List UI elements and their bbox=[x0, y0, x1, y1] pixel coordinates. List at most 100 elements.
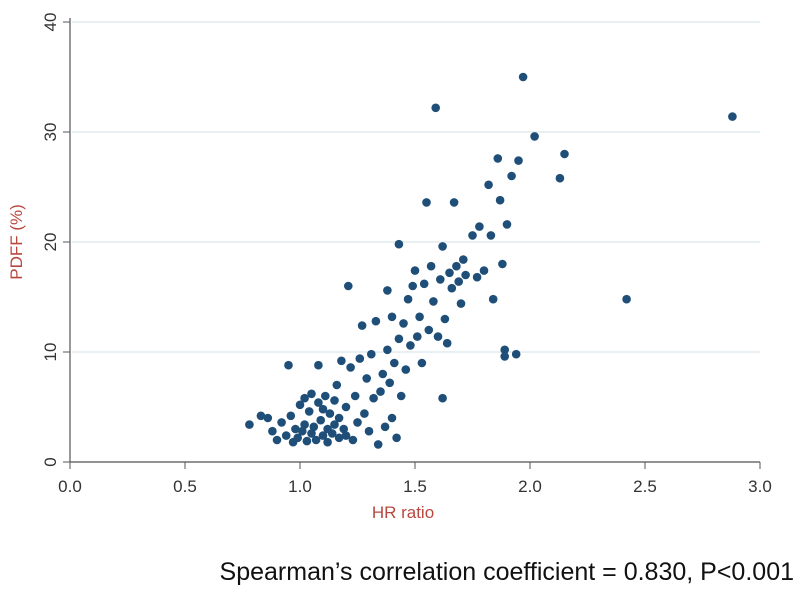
data-point bbox=[300, 393, 309, 403]
data-point bbox=[502, 220, 512, 229]
data-point bbox=[376, 387, 385, 396]
data-point bbox=[339, 424, 349, 434]
data-point bbox=[346, 363, 355, 372]
data-point bbox=[245, 420, 254, 429]
y-tick-label: 40 bbox=[41, 13, 60, 32]
data-point bbox=[422, 198, 431, 207]
x-tick-label: 2.5 bbox=[633, 477, 657, 496]
data-point bbox=[291, 424, 300, 434]
x-tick-label: 3.0 bbox=[748, 477, 772, 496]
data-point bbox=[431, 103, 441, 113]
data-point bbox=[373, 440, 383, 449]
data-point bbox=[410, 266, 420, 275]
data-point bbox=[327, 429, 337, 438]
x-tick-label: 1.5 bbox=[403, 477, 427, 496]
data-point bbox=[429, 297, 438, 306]
data-point bbox=[500, 352, 510, 361]
y-tick-label: 30 bbox=[41, 123, 60, 142]
data-point bbox=[268, 426, 277, 436]
data-point bbox=[302, 436, 312, 446]
data-point bbox=[307, 429, 316, 438]
data-point bbox=[438, 242, 447, 251]
data-point bbox=[475, 222, 484, 231]
data-point bbox=[488, 294, 498, 304]
data-point bbox=[318, 404, 328, 414]
data-point bbox=[314, 360, 323, 370]
data-point bbox=[484, 180, 493, 190]
data-point bbox=[272, 435, 282, 445]
data-point bbox=[518, 72, 528, 82]
data-point bbox=[385, 378, 395, 388]
data-point bbox=[362, 374, 372, 383]
data-point bbox=[332, 380, 342, 390]
data-point bbox=[371, 316, 381, 326]
data-point bbox=[309, 422, 319, 432]
x-axis-label: HR ratio bbox=[372, 503, 434, 522]
data-point bbox=[495, 195, 505, 205]
data-point bbox=[330, 420, 339, 429]
data-point bbox=[560, 149, 569, 159]
data-point bbox=[442, 338, 452, 348]
y-axis-label: PDFF (%) bbox=[7, 204, 26, 280]
data-point bbox=[263, 413, 273, 423]
data-point bbox=[357, 321, 367, 330]
data-point bbox=[323, 437, 332, 447]
data-point bbox=[415, 312, 424, 322]
data-point bbox=[330, 396, 339, 405]
data-point bbox=[293, 433, 303, 443]
data-point bbox=[321, 391, 330, 401]
data-point bbox=[392, 433, 401, 443]
x-tick-label: 1.0 bbox=[288, 477, 312, 496]
data-point bbox=[394, 239, 404, 249]
y-tick-label: 20 bbox=[41, 233, 60, 252]
data-point bbox=[472, 272, 482, 282]
data-point bbox=[307, 389, 316, 399]
data-point bbox=[468, 231, 477, 240]
data-point bbox=[256, 411, 266, 421]
data-point bbox=[728, 112, 737, 121]
x-tick-label: 2.0 bbox=[518, 477, 542, 496]
data-point bbox=[364, 426, 374, 436]
x-tick-label: 0.5 bbox=[173, 477, 197, 496]
data-point bbox=[486, 231, 496, 240]
y-tick-label: 10 bbox=[41, 343, 60, 362]
data-point bbox=[445, 268, 454, 278]
data-point bbox=[334, 433, 344, 443]
data-point bbox=[406, 341, 415, 350]
axes bbox=[69, 18, 760, 463]
data-point bbox=[555, 173, 565, 183]
y-tick-label: 0 bbox=[41, 457, 60, 466]
data-point bbox=[436, 275, 445, 284]
data-point bbox=[298, 426, 307, 436]
gridlines bbox=[72, 21, 760, 463]
data-point bbox=[300, 420, 309, 429]
data-point bbox=[440, 314, 450, 324]
data-point bbox=[369, 393, 378, 403]
data-point bbox=[426, 261, 436, 271]
data-point bbox=[325, 409, 335, 418]
data-point bbox=[318, 431, 328, 440]
data-point bbox=[507, 171, 516, 181]
data-point bbox=[390, 358, 399, 368]
data-point bbox=[424, 325, 434, 335]
data-point bbox=[454, 277, 464, 286]
data-point bbox=[498, 259, 507, 269]
data-point bbox=[438, 393, 447, 403]
data-point bbox=[348, 435, 358, 445]
data-point bbox=[461, 270, 470, 280]
data-point bbox=[284, 360, 293, 370]
data-point bbox=[401, 365, 411, 374]
data-point bbox=[378, 369, 388, 379]
data-point bbox=[456, 299, 466, 308]
data-point bbox=[403, 294, 413, 304]
data-point bbox=[452, 261, 461, 271]
data-point bbox=[419, 279, 429, 289]
data-point bbox=[408, 281, 418, 291]
data-point bbox=[314, 398, 323, 407]
data-point bbox=[344, 281, 353, 291]
correlation-caption: Spearman’s correlation coefficient = 0.8… bbox=[219, 558, 794, 586]
data-point bbox=[413, 332, 422, 341]
data-point bbox=[286, 411, 296, 421]
data-point bbox=[511, 349, 521, 359]
data-point bbox=[350, 391, 360, 401]
